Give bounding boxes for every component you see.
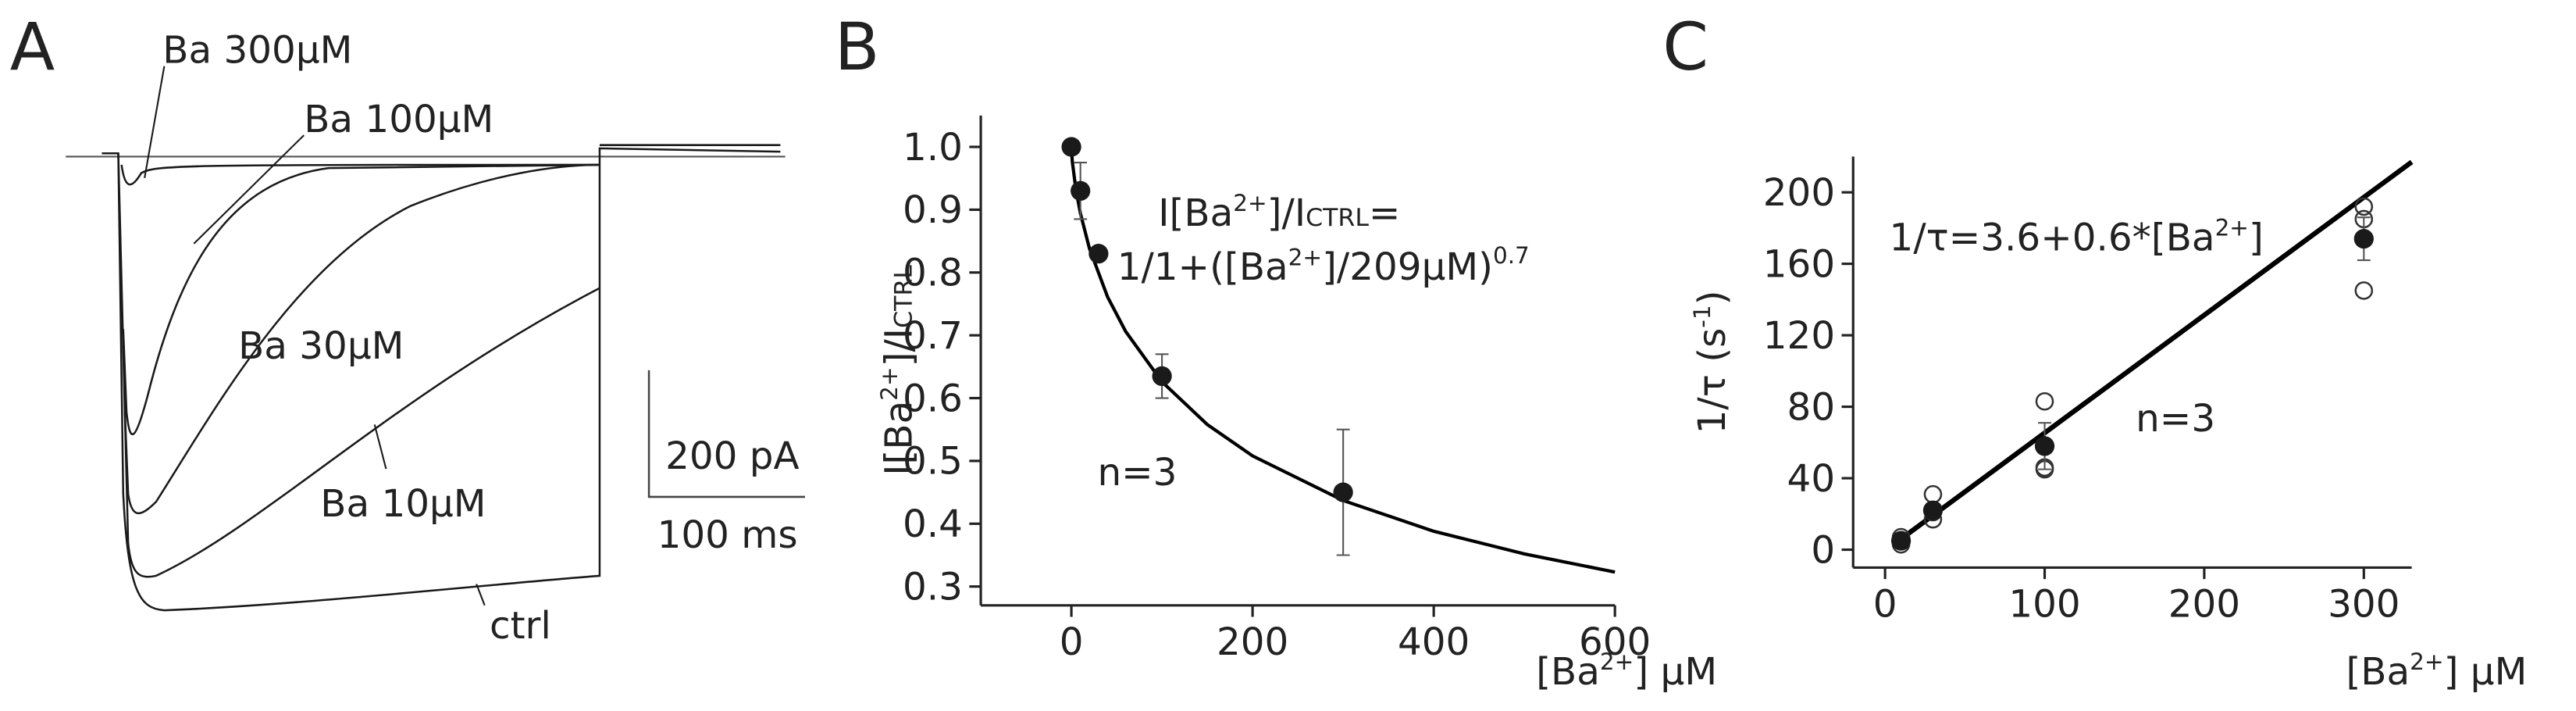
y-tick-label: 0: [1811, 528, 1835, 572]
mean-point: [1152, 366, 1172, 387]
x-tick-label: 300: [2328, 583, 2400, 627]
mean-point: [1071, 180, 1091, 201]
scale-label: 100 ms: [657, 513, 798, 557]
scale-label: 200 pA: [665, 434, 800, 478]
y-tick-label: 40: [1787, 457, 1836, 501]
equation: 1/τ=3.6+0.6*[Ba2+]: [1890, 214, 2264, 259]
mean-point: [1088, 244, 1109, 264]
equation: I[Ba2+]/ICTRL=: [1158, 190, 1400, 235]
trace-label: Ba 10μM: [320, 482, 486, 526]
y-tick-label: 0.9: [903, 188, 963, 232]
y-tick-label: 120: [1763, 314, 1835, 358]
mean-point: [2353, 228, 2374, 249]
y-tick-label: 1.0: [903, 126, 963, 170]
pointer: [373, 424, 387, 470]
y-tick-label: 0.4: [903, 502, 963, 546]
x-tick-label: 0: [1873, 583, 1897, 627]
panel-a: [66, 66, 805, 612]
trace-label: Ba 30μM: [238, 324, 404, 368]
y-tick-label: 0.3: [903, 566, 963, 609]
x-tick-label: 600: [1579, 620, 1651, 664]
trace-label: ctrl: [490, 604, 551, 648]
trace-ba300: [120, 163, 600, 186]
panel-label: C: [1662, 9, 1708, 85]
panel-c: 0 40 80 120 160 200 0 100 200 300: [1763, 156, 2414, 627]
x-axis-label: [Ba2+] μM: [2346, 648, 2527, 694]
pointer: [476, 584, 486, 606]
mean-point: [1922, 500, 1944, 520]
individual-point: [2354, 197, 2374, 216]
trace-label: Ba 300μM: [162, 28, 352, 72]
panel-b: 0.3 0.4 0.5 0.6 0.7 0.8 0.9 1.0 0 200 400 600: [903, 115, 1651, 664]
trace-label: Ba 100μM: [304, 98, 493, 141]
individual-point: [2035, 391, 2054, 411]
individual-point: [1923, 484, 1943, 504]
panel-label: B: [835, 9, 880, 85]
x-tick-label: 0: [1060, 620, 1084, 664]
y-axis-label: 1/τ (s-1): [1689, 290, 1734, 434]
mean-point: [1333, 482, 1353, 502]
x-tick-label: 400: [1398, 620, 1470, 664]
scale-bar: [647, 370, 805, 498]
x-tick-label: 100: [2008, 583, 2080, 627]
y-tick-label: 80: [1787, 385, 1836, 429]
mean-point: [1890, 531, 1912, 551]
trace-ba30: [123, 163, 600, 515]
mean-point: [2034, 436, 2055, 456]
annotation: n=3: [1097, 451, 1177, 495]
mean-point: [1061, 137, 1081, 157]
trace-ba100: [122, 163, 600, 436]
x-tick-label: 200: [2168, 583, 2240, 627]
panel-label: A: [10, 9, 55, 85]
y-tick-label: 0.7: [903, 314, 963, 358]
x-axis-label: [Ba2+] μM: [1536, 648, 1717, 694]
y-axis-label: I[Ba2+]/ICTRL: [876, 265, 921, 476]
y-tick-label: 200: [1763, 171, 1835, 215]
x-tick-label: 200: [1217, 620, 1288, 664]
pointer: [193, 134, 305, 245]
pointer: [144, 66, 166, 178]
y-tick-label: 160: [1763, 242, 1835, 286]
individual-point: [2354, 281, 2374, 300]
y-tick-label: 0.6: [903, 377, 963, 420]
fit-line: [1899, 159, 2414, 541]
y-tick-label: 0.5: [903, 440, 963, 484]
annotation: n=3: [2136, 397, 2215, 441]
trace-ba10: [117, 153, 600, 578]
equation: 1/1+([Ba2+]/209μM)0.7: [1117, 242, 1530, 289]
y-tick-label: 0.8: [903, 252, 963, 295]
trace-ctrl: [102, 147, 781, 612]
